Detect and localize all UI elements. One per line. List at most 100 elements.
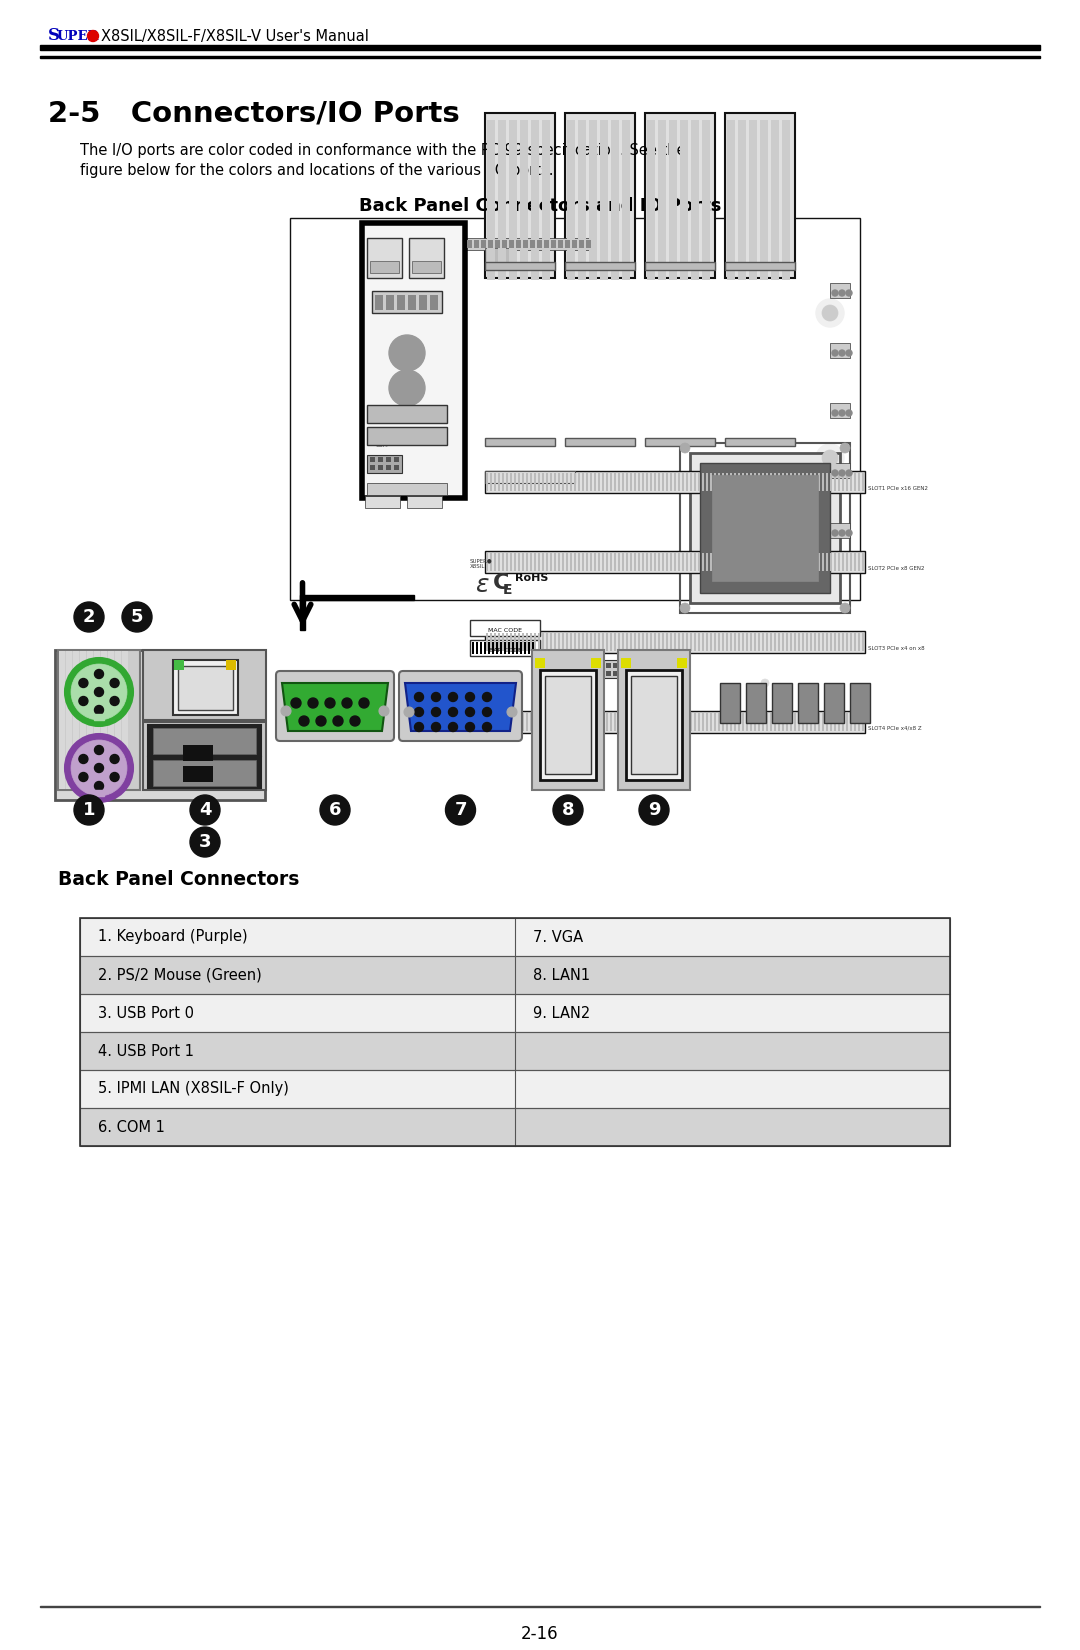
Bar bbox=[710, 713, 712, 731]
Bar bbox=[365, 497, 400, 508]
Circle shape bbox=[95, 764, 104, 772]
Bar bbox=[662, 474, 664, 492]
Bar bbox=[367, 455, 402, 474]
Bar bbox=[694, 713, 696, 731]
Bar bbox=[486, 713, 488, 731]
Bar bbox=[838, 553, 840, 571]
Bar bbox=[606, 663, 611, 668]
Bar bbox=[615, 634, 616, 652]
Bar bbox=[58, 650, 140, 790]
Bar bbox=[370, 465, 375, 470]
Circle shape bbox=[110, 678, 119, 688]
Bar bbox=[514, 713, 516, 731]
Text: BAR CODE: BAR CODE bbox=[488, 648, 522, 653]
Bar bbox=[650, 474, 652, 492]
Bar bbox=[542, 634, 544, 652]
Text: MAC CODE: MAC CODE bbox=[488, 629, 522, 634]
Circle shape bbox=[342, 698, 352, 708]
Bar bbox=[690, 553, 692, 571]
Bar bbox=[718, 553, 720, 571]
Text: 6. COM 1: 6. COM 1 bbox=[98, 1119, 165, 1135]
Bar bbox=[778, 553, 780, 571]
Bar bbox=[694, 474, 696, 492]
Bar bbox=[714, 713, 716, 731]
Bar bbox=[654, 634, 656, 652]
Bar bbox=[706, 713, 708, 731]
Bar bbox=[507, 474, 508, 492]
Bar bbox=[626, 670, 681, 780]
Bar bbox=[594, 713, 596, 731]
Circle shape bbox=[190, 795, 220, 825]
Bar bbox=[606, 713, 608, 731]
Bar bbox=[850, 553, 852, 571]
Bar bbox=[494, 713, 496, 731]
Bar bbox=[678, 474, 680, 492]
Bar bbox=[407, 497, 442, 508]
Bar bbox=[591, 658, 600, 668]
Bar bbox=[622, 120, 630, 280]
Bar bbox=[666, 474, 669, 492]
Bar bbox=[622, 634, 624, 652]
Bar bbox=[838, 474, 840, 492]
Bar bbox=[80, 1109, 950, 1147]
Bar bbox=[822, 713, 824, 731]
Bar bbox=[622, 713, 624, 731]
Text: 2-5   Connectors/IO Ports: 2-5 Connectors/IO Ports bbox=[48, 101, 460, 129]
Bar bbox=[409, 238, 444, 277]
Bar bbox=[546, 553, 548, 571]
Bar bbox=[650, 553, 652, 571]
Bar bbox=[592, 663, 597, 668]
Bar bbox=[738, 553, 740, 571]
Circle shape bbox=[110, 754, 119, 764]
Bar bbox=[80, 993, 950, 1031]
Bar bbox=[470, 620, 540, 635]
Bar bbox=[822, 474, 824, 492]
Bar bbox=[502, 553, 504, 571]
Bar bbox=[666, 713, 669, 731]
Bar bbox=[758, 474, 760, 492]
Bar bbox=[630, 634, 632, 652]
Bar bbox=[762, 474, 764, 492]
Bar bbox=[530, 713, 532, 731]
Bar bbox=[770, 634, 772, 652]
Bar bbox=[485, 248, 515, 266]
Bar bbox=[798, 683, 818, 723]
Bar bbox=[681, 634, 684, 652]
Bar bbox=[720, 683, 740, 723]
Circle shape bbox=[846, 290, 852, 295]
Bar bbox=[507, 713, 508, 731]
Bar bbox=[558, 474, 561, 492]
Circle shape bbox=[432, 708, 441, 716]
Bar bbox=[485, 262, 555, 271]
Bar bbox=[606, 474, 608, 492]
Bar bbox=[526, 713, 528, 731]
Bar bbox=[826, 553, 828, 571]
Bar bbox=[730, 634, 732, 652]
Bar bbox=[831, 464, 850, 478]
Bar bbox=[114, 652, 121, 789]
Bar bbox=[746, 474, 748, 492]
Bar bbox=[798, 553, 800, 571]
Bar bbox=[590, 474, 592, 492]
Bar bbox=[638, 474, 640, 492]
Bar bbox=[674, 474, 676, 492]
Bar bbox=[766, 474, 768, 492]
Bar bbox=[370, 261, 399, 272]
Bar bbox=[530, 553, 532, 571]
Bar bbox=[554, 713, 556, 731]
Bar bbox=[842, 474, 843, 492]
Bar bbox=[782, 474, 784, 492]
Bar bbox=[73, 652, 79, 789]
Bar bbox=[634, 553, 636, 571]
Bar bbox=[476, 642, 478, 653]
Bar bbox=[558, 553, 561, 571]
Bar bbox=[59, 652, 65, 789]
Bar bbox=[746, 713, 748, 731]
Circle shape bbox=[110, 696, 119, 706]
Circle shape bbox=[839, 409, 845, 416]
Text: 9. LAN2: 9. LAN2 bbox=[534, 1005, 591, 1020]
Bar bbox=[582, 474, 584, 492]
Bar bbox=[509, 120, 517, 280]
Bar bbox=[669, 120, 677, 280]
Bar bbox=[842, 553, 843, 571]
